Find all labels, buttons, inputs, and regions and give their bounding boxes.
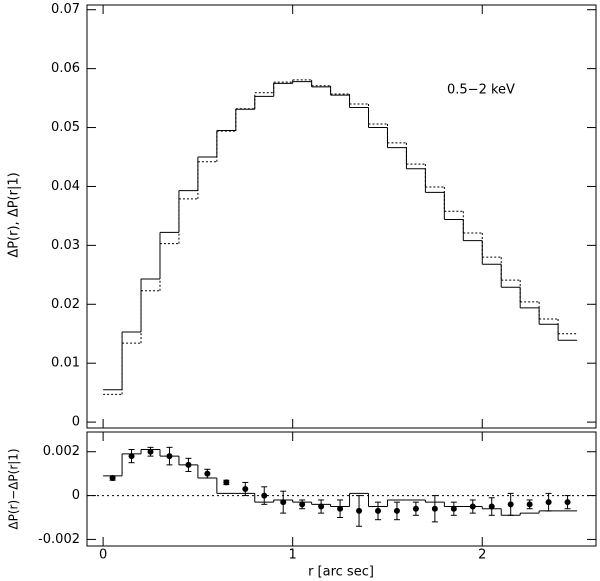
y-axis-label: ΔP(r), ΔP(r|1)	[7, 172, 22, 257]
y-tick-label: 0.04	[51, 179, 80, 194]
data-point	[431, 505, 438, 512]
data-point	[280, 499, 287, 506]
data-point	[356, 507, 363, 514]
annotation: 0.5−2 keV	[447, 83, 515, 98]
data-point	[299, 501, 306, 508]
y-tick-label: 0.002	[43, 444, 80, 459]
y-tick-label: 0.03	[51, 238, 80, 253]
plot-frame	[86, 431, 597, 547]
data-point	[318, 503, 325, 510]
data-point	[469, 503, 476, 510]
data-point	[393, 507, 400, 514]
y-tick-label: 0.01	[51, 356, 80, 371]
data-point	[261, 492, 268, 499]
data-point	[242, 486, 249, 492]
data-point	[109, 475, 116, 482]
y-tick-label: -0.002	[38, 532, 80, 547]
y-tick-label: 0.06	[51, 61, 80, 76]
y-axis-label: ΔP(r)−ΔP(r|1)	[7, 448, 21, 529]
data-point	[374, 507, 381, 514]
data-point	[185, 461, 192, 468]
data-point	[166, 453, 173, 460]
y-tick-label: 0.07	[51, 2, 80, 17]
data-point	[526, 501, 533, 508]
data-point	[450, 505, 457, 512]
x-tick-label: 2	[478, 548, 486, 563]
plot-frame	[86, 4, 597, 429]
data-point	[412, 505, 419, 512]
data-point	[337, 505, 344, 512]
data-point	[488, 503, 495, 510]
y-tick-label: 0	[72, 415, 80, 430]
data-point	[564, 499, 571, 506]
data-point	[507, 501, 514, 508]
data-point	[545, 499, 552, 506]
y-tick-label: 0	[72, 488, 80, 503]
x-axis-label: r [arc sec]	[308, 565, 374, 580]
x-tick-label: 0	[99, 548, 107, 563]
data-point	[204, 470, 211, 477]
y-tick-label: 0.05	[51, 120, 80, 135]
data-point	[147, 448, 154, 455]
data-point	[223, 479, 230, 486]
data-point	[128, 453, 135, 460]
x-tick-label: 1	[289, 548, 297, 563]
y-tick-label: 0.02	[51, 297, 80, 312]
